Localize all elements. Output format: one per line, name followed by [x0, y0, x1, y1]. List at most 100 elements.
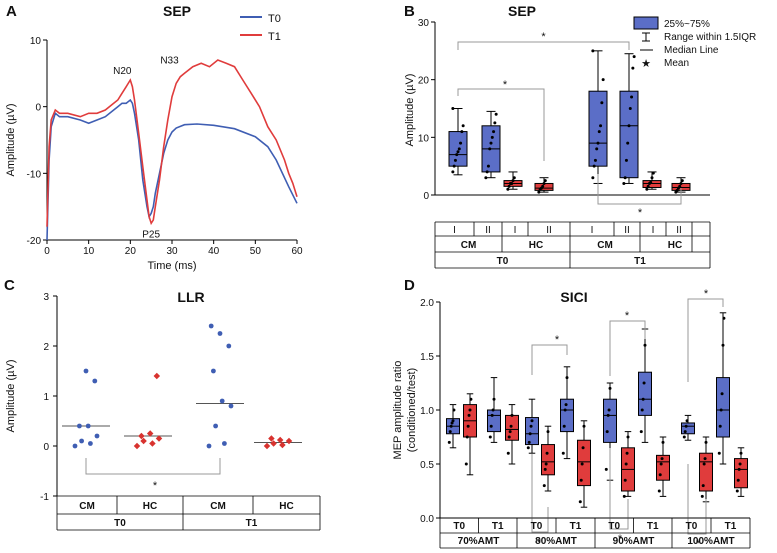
data-point — [604, 467, 608, 471]
table-cell-time: T0 — [114, 518, 126, 529]
data-point — [721, 343, 725, 347]
data-point — [543, 179, 547, 183]
data-point — [506, 451, 510, 455]
table-cell-time: T1 — [570, 521, 582, 532]
panel-b-ytick-label: 20 — [418, 76, 430, 87]
table-cell-group: CM — [461, 240, 477, 251]
data-point — [678, 184, 682, 188]
panel-a-xtick-label: 60 — [291, 246, 303, 257]
panel-a-ytick-label: 0 — [35, 103, 41, 114]
data-point — [597, 130, 601, 134]
table-cell-session: II — [546, 225, 552, 236]
data-point — [486, 164, 490, 168]
peak-label-p25: P25 — [142, 229, 160, 240]
data-point — [509, 424, 513, 428]
data-point — [661, 440, 665, 444]
data-point — [622, 494, 626, 498]
data-point — [703, 457, 707, 461]
data-point — [607, 408, 611, 412]
data-point — [489, 424, 493, 428]
data-point — [490, 413, 494, 417]
sig-star: * — [625, 310, 630, 322]
data-point — [455, 153, 459, 157]
panel-d-box-13 — [699, 452, 713, 492]
table-cell-session: I — [652, 225, 655, 236]
scatter-point — [276, 436, 284, 444]
panel-label-a: A — [6, 3, 17, 20]
scatter-point — [77, 423, 82, 429]
data-point — [601, 78, 605, 82]
scatter-point — [211, 368, 216, 374]
scatter-point — [146, 430, 154, 437]
sig-star: * — [618, 533, 623, 545]
scatter-point — [213, 423, 219, 429]
panel-b-ytick-label: 0 — [423, 191, 429, 202]
panel-a-xtick-label: 50 — [250, 246, 262, 257]
table-cell-time: T1 — [246, 518, 258, 529]
table-cell-group: CM — [79, 501, 95, 512]
data-point — [492, 130, 496, 134]
data-point — [643, 343, 647, 347]
data-point — [563, 408, 567, 412]
data-point — [736, 478, 740, 482]
data-point — [489, 141, 493, 145]
data-point — [622, 181, 626, 185]
table-cell-time: T0 — [453, 521, 465, 532]
panel-c-ytick-label: 2 — [43, 342, 49, 353]
data-point — [537, 190, 541, 194]
data-point — [626, 141, 630, 145]
data-point — [561, 451, 565, 455]
sig-bracket — [687, 464, 707, 535]
data-point — [641, 397, 645, 401]
panel-d-box-8 — [603, 398, 617, 443]
panel-label-b: B — [404, 3, 415, 20]
data-point — [684, 424, 688, 428]
table-cell-group: HC — [529, 240, 543, 251]
data-point — [459, 141, 463, 145]
panel-a-ytick-label: -10 — [27, 169, 42, 180]
panel-a-xtick-label: 10 — [83, 246, 95, 257]
data-point — [510, 181, 514, 185]
data-point — [702, 462, 706, 466]
table-cell-session: II — [676, 225, 682, 236]
panel-a-ytick-label: -20 — [27, 236, 42, 247]
data-point — [465, 435, 469, 439]
data-point — [720, 392, 724, 396]
data-point — [466, 424, 470, 428]
data-point — [464, 462, 468, 466]
scatter-point — [155, 435, 163, 442]
table-cell-session: II — [624, 225, 630, 236]
data-point — [544, 462, 548, 466]
panel-d-ytick-label: 1.0 — [420, 406, 434, 417]
data-point — [562, 424, 566, 428]
scatter-point — [72, 443, 78, 449]
sig-bracket — [687, 298, 724, 382]
data-point — [685, 419, 689, 423]
data-point — [488, 147, 492, 151]
panel-a-xtick-label: 30 — [166, 246, 178, 257]
data-point — [680, 179, 684, 183]
data-point — [527, 440, 531, 444]
data-point — [599, 124, 603, 128]
data-point — [591, 176, 595, 180]
data-point — [448, 430, 452, 434]
panel-d-box-2 — [487, 409, 501, 433]
legend-label-median: Median Line — [664, 45, 719, 56]
data-point — [605, 430, 609, 434]
panel-d-box-10 — [638, 371, 652, 416]
legend-label-iqr: 25%~75% — [664, 19, 710, 30]
panel-b-ylabel: Amplitude (µV) — [404, 74, 416, 147]
panel-b-table — [434, 221, 711, 269]
data-point — [631, 66, 635, 70]
legend-label-mean: Mean — [664, 58, 689, 69]
data-point — [461, 124, 465, 128]
panel-a-ytick-label: 10 — [30, 36, 42, 47]
data-point — [639, 430, 643, 434]
sig-star: * — [555, 334, 560, 346]
data-point — [717, 451, 721, 455]
panel-b-ytick-label: 30 — [418, 18, 430, 29]
sig-bracket — [609, 320, 646, 376]
data-point — [542, 484, 546, 488]
table-cell-group: HC — [279, 501, 293, 512]
data-point — [630, 95, 634, 99]
